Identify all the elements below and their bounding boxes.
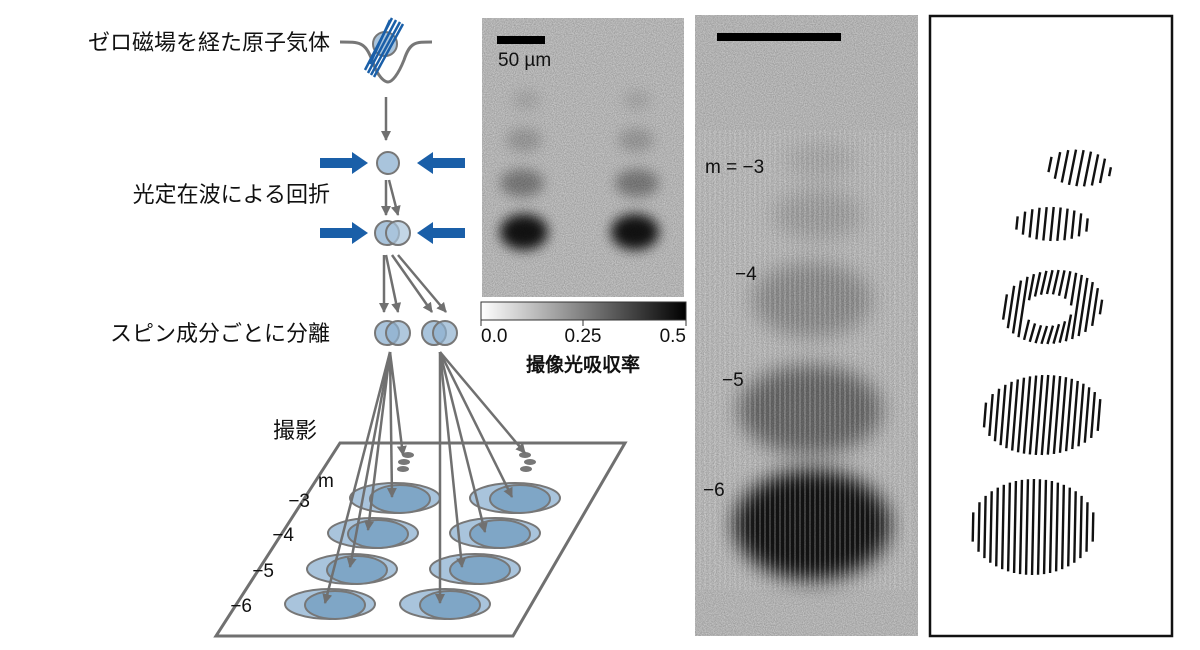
plate-dot bbox=[397, 466, 409, 472]
extracted-fringes bbox=[971, 149, 1113, 576]
trap-icon bbox=[339, 17, 433, 84]
colorbar-label: 撮像光吸収率 bbox=[526, 353, 640, 376]
scale-bar bbox=[717, 33, 841, 41]
arrow bbox=[438, 351, 467, 568]
arrow bbox=[322, 351, 392, 604]
fringe-order bbox=[1001, 269, 1104, 345]
label-zero-field-atoms: ゼロ磁場を経た原子気体 bbox=[88, 31, 330, 56]
colorbar-tick: 0.5 bbox=[660, 326, 686, 347]
plate-m-header: m bbox=[318, 471, 334, 492]
plate-cloud bbox=[449, 517, 541, 549]
colorbar: 0.0 0.25 0.5 撮像光吸収率 bbox=[480, 301, 687, 376]
plate-m-label: −5 bbox=[252, 561, 274, 582]
zoomed-image: m = −3 −4 −5 −6 bbox=[695, 15, 918, 636]
plate-cloud bbox=[399, 588, 491, 620]
plate-cloud bbox=[284, 588, 376, 620]
arrow bbox=[346, 351, 392, 568]
arrow bbox=[438, 351, 488, 533]
laser-arrows-2 bbox=[320, 222, 465, 244]
fringe-order bbox=[982, 374, 1102, 456]
order-label: m = −3 bbox=[705, 157, 764, 178]
plate-cloud bbox=[469, 482, 561, 514]
schematic: ゼロ磁場を経た原子気体 光定在波による回折 スピン成分ごとに分離 撮影 bbox=[88, 17, 628, 638]
label-imaging: 撮影 bbox=[273, 419, 317, 444]
plate-dot bbox=[398, 459, 410, 465]
fringe-order bbox=[1047, 149, 1113, 187]
plate-dot bbox=[520, 466, 532, 472]
spin-separated-clouds bbox=[374, 320, 458, 346]
laser-arrows-1 bbox=[320, 152, 465, 174]
order-label: −6 bbox=[703, 480, 725, 501]
atom-cloud bbox=[376, 151, 400, 175]
diffracted-clouds bbox=[374, 220, 411, 246]
plate-dot bbox=[524, 459, 536, 465]
plate-m-label: −6 bbox=[230, 596, 252, 617]
arrow bbox=[388, 351, 407, 456]
colorbar-tick: 0.25 bbox=[565, 326, 602, 347]
arrow bbox=[364, 351, 392, 531]
plate-cloud bbox=[327, 517, 419, 549]
arrow bbox=[439, 351, 526, 454]
plate-cloud bbox=[429, 553, 521, 585]
plate-arrows bbox=[322, 351, 526, 604]
plate-m-label: −3 bbox=[288, 491, 310, 512]
order-label: −4 bbox=[735, 264, 757, 285]
label-standing-wave-diffraction: 光定在波による回折 bbox=[133, 183, 330, 208]
plate-m-label: −4 bbox=[272, 525, 294, 546]
fringe-pattern-panel bbox=[928, 14, 1174, 638]
absorption-image: 50 µm 0.0 0.25 0.5 撮像光吸収率 bbox=[480, 18, 687, 376]
scale-bar-label: 50 µm bbox=[498, 50, 551, 71]
scale-bar bbox=[497, 36, 545, 44]
arrow bbox=[438, 351, 514, 498]
order-label: −5 bbox=[722, 370, 744, 391]
plate-clouds bbox=[284, 452, 561, 620]
fringe-order bbox=[1015, 206, 1089, 242]
fringe-order bbox=[971, 478, 1095, 576]
colorbar-tick: 0.0 bbox=[481, 326, 507, 347]
label-spin-separation: スピン成分ごとに分離 bbox=[110, 322, 330, 347]
arrow bbox=[386, 351, 397, 498]
